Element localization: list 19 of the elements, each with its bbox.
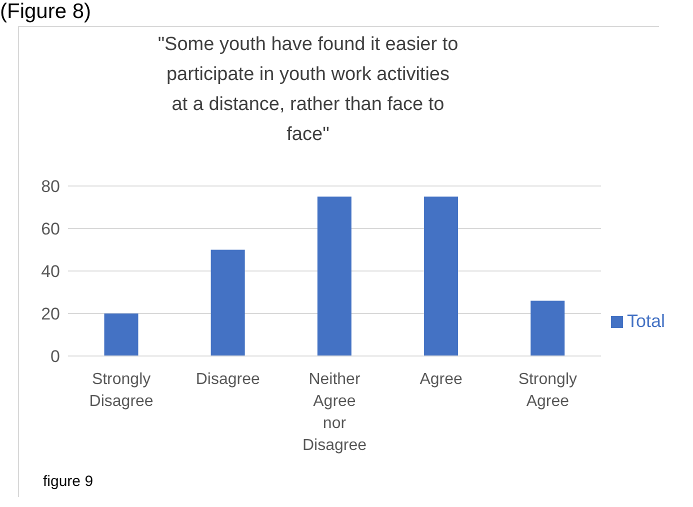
x-tick-label: Agree: [420, 371, 463, 388]
y-tick-label: 0: [50, 347, 60, 366]
x-tick-label: Disagree: [196, 371, 260, 388]
y-tick-label: 60: [41, 220, 60, 239]
legend-label: Total: [626, 310, 665, 330]
y-tick-label: 40: [41, 262, 60, 282]
text: (Figure 8): [0, 0, 92, 24]
y-tick-label: 80: [41, 177, 60, 196]
bar: [210, 250, 245, 356]
bar: [530, 300, 565, 356]
x-tick-label: Neither Agree nor Disagree: [302, 371, 367, 454]
x-tick-label: Strongly Disagree: [89, 371, 154, 410]
caption: figure 9: [43, 473, 94, 490]
x-tick-label: Strongly Agree: [518, 371, 578, 410]
bar: [424, 196, 458, 356]
y-tick-label: 20: [41, 304, 60, 324]
bar: [104, 314, 138, 356]
chart-title: "Some youth have found it easier to participate in youth work activities at a distance, rather than face to face": [156, 33, 460, 147]
bar: [317, 196, 352, 356]
